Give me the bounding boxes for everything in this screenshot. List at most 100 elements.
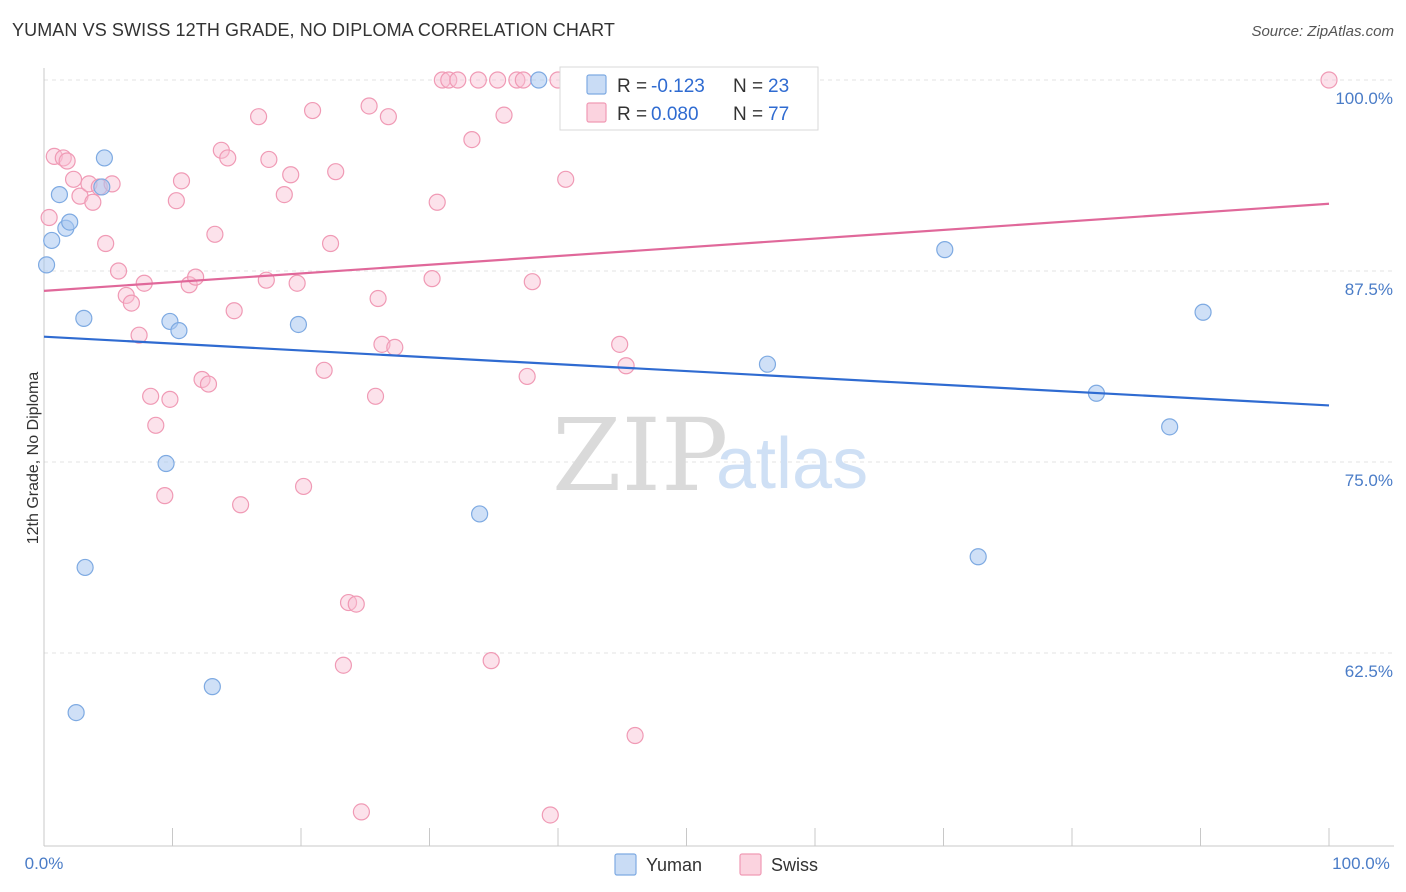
- swiss-point: [541, 806, 559, 824]
- swiss-point: [249, 108, 268, 126]
- swiss-point: [626, 726, 644, 745]
- legend-r-value-yuman: -0.123: [651, 76, 705, 97]
- yuman-point: [93, 178, 111, 196]
- swiss-point: [557, 170, 575, 188]
- yuman-point: [758, 355, 777, 373]
- swiss-trend-line: [43, 202, 1330, 292]
- legend-n-label-yuman: N =: [733, 76, 763, 97]
- swiss-point: [161, 390, 179, 408]
- series-legend-swatch-yuman: [614, 853, 637, 876]
- swiss-point: [294, 477, 313, 496]
- watermark: ZIP atlas: [552, 397, 868, 514]
- swiss-point: [109, 262, 128, 280]
- swiss-point: [423, 270, 441, 288]
- yuman-point: [1194, 303, 1212, 321]
- watermark-zip: ZIP: [552, 397, 728, 514]
- yuman-point: [1161, 418, 1179, 436]
- yuman-point: [471, 505, 489, 523]
- swiss-point: [611, 335, 629, 353]
- swiss-point: [130, 326, 148, 344]
- legend-r-label-swiss: R =: [617, 104, 647, 125]
- stats-legend: R = -0.123 N = 23 R = 0.080 N = 77: [559, 66, 819, 131]
- swiss-point: [225, 302, 243, 320]
- swiss-point: [482, 652, 500, 670]
- yuman-point: [95, 149, 113, 167]
- swiss-point: [514, 71, 532, 89]
- swiss-point: [156, 487, 174, 505]
- yuman-point: [76, 558, 94, 577]
- swiss-point: [352, 803, 370, 821]
- swiss-point: [428, 193, 446, 211]
- swiss-point: [463, 130, 481, 149]
- swiss-point: [64, 170, 83, 188]
- swiss-point: [360, 97, 378, 115]
- swiss-point: [172, 172, 191, 190]
- swiss-point: [334, 656, 353, 674]
- y-tick-label: 100.0%: [1335, 89, 1393, 108]
- swiss-point: [327, 163, 345, 181]
- swiss-point: [518, 367, 536, 386]
- series-legend-label-yuman: Yuman: [646, 855, 702, 875]
- swiss-point: [147, 416, 165, 434]
- y-tick-label: 62.5%: [1345, 662, 1393, 681]
- swiss-point: [366, 387, 385, 405]
- swiss-point: [282, 166, 300, 184]
- y-tick-label: 87.5%: [1345, 280, 1393, 299]
- swiss-point: [347, 595, 365, 613]
- swiss-point: [275, 186, 293, 204]
- x-ticks: [43, 828, 1330, 846]
- yuman-trend-line: [43, 335, 1330, 407]
- x-tick-label-min: 0.0%: [25, 854, 64, 873]
- swiss-point: [373, 335, 391, 353]
- swiss-point: [386, 338, 404, 356]
- swiss-point: [379, 108, 397, 126]
- yuman-point: [43, 231, 61, 250]
- swiss-point: [58, 152, 76, 170]
- swiss-point: [288, 274, 306, 292]
- swiss-point: [84, 193, 102, 211]
- swiss-point: [489, 71, 507, 89]
- legend-n-label-swiss: N =: [733, 104, 763, 125]
- swiss-point: [369, 289, 387, 308]
- swiss-point: [440, 71, 458, 89]
- gridlines: [44, 79, 1394, 654]
- y-axis-label: 12th Grade, No Diploma: [25, 372, 42, 545]
- yuman-point: [203, 678, 221, 696]
- yuman-point: [37, 256, 56, 274]
- legend-n-value-yuman: 23: [768, 76, 789, 97]
- yuman-point: [50, 186, 69, 204]
- legend-n-value-swiss: 77: [768, 104, 789, 125]
- swiss-points: [40, 71, 1338, 824]
- swiss-point: [321, 234, 340, 253]
- swiss-point: [260, 150, 278, 169]
- legend-r-value-swiss: 0.080: [651, 104, 699, 125]
- source-label: Source: ZipAtlas.com: [1251, 23, 1394, 40]
- swiss-point: [1320, 71, 1338, 89]
- trend-lines: [43, 202, 1330, 407]
- y-tick-label: 75.0%: [1345, 471, 1393, 490]
- swiss-point: [199, 375, 218, 393]
- swiss-point: [219, 149, 237, 167]
- legend-swatch-yuman: [586, 74, 607, 95]
- swiss-point: [187, 268, 205, 286]
- swiss-point: [449, 71, 467, 89]
- series-legend-label-swiss: Swiss: [771, 855, 818, 875]
- y-tick-labels: 62.5% 75.0% 87.5% 100.0%: [1335, 89, 1393, 681]
- swiss-point: [97, 234, 115, 253]
- swiss-point: [303, 101, 322, 120]
- swiss-point: [232, 496, 250, 514]
- x-tick-label-max: 100.0%: [1332, 854, 1390, 873]
- swiss-point: [523, 273, 541, 291]
- swiss-point: [142, 387, 160, 405]
- yuman-point: [157, 454, 175, 473]
- swiss-point: [495, 106, 513, 124]
- watermark-atlas: atlas: [716, 424, 868, 504]
- swiss-point: [469, 71, 487, 89]
- swiss-point: [206, 225, 224, 243]
- yuman-point: [75, 309, 93, 327]
- chart-title: YUMAN VS SWISS 12TH GRADE, NO DIPLOMA CO…: [12, 20, 615, 40]
- swiss-point: [617, 357, 635, 375]
- yuman-point: [67, 703, 85, 722]
- swiss-point: [508, 71, 526, 89]
